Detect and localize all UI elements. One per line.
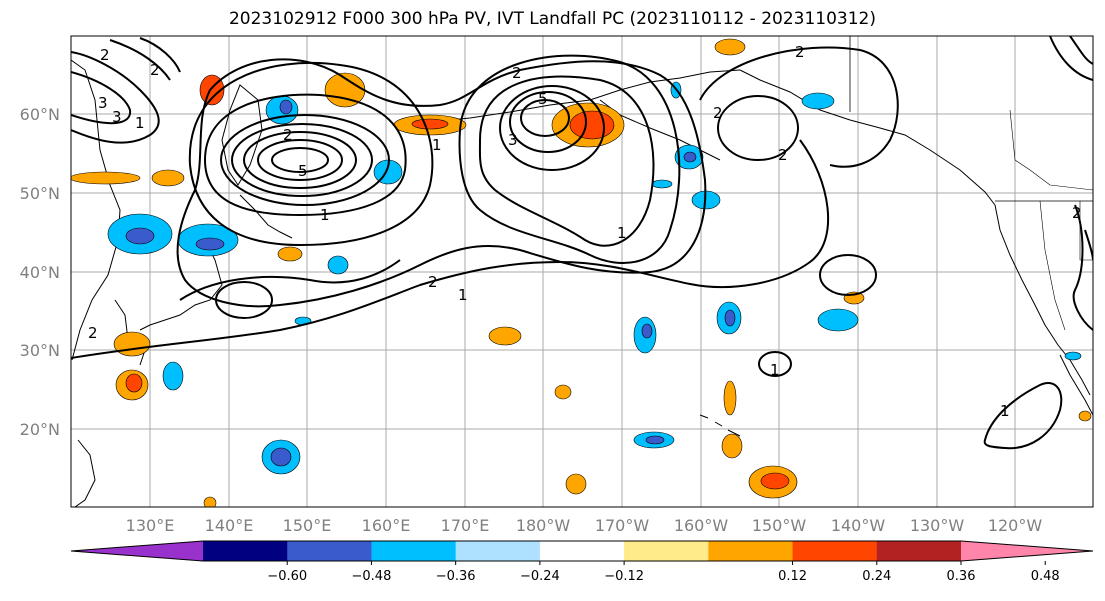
colorbar-bin bbox=[708, 541, 794, 561]
lon-label: 140°E bbox=[205, 516, 254, 535]
colorbar-bin bbox=[371, 541, 457, 561]
lon-label: 140°W bbox=[831, 516, 886, 535]
colorbar-tick-label: −0.12 bbox=[604, 569, 644, 584]
latitude-labels: 60°N 50°N 40°N 30°N 20°N bbox=[20, 105, 60, 439]
lon-label: 120°W bbox=[988, 516, 1043, 535]
contour-label: 1 bbox=[1000, 402, 1010, 420]
contour-label: 2 bbox=[100, 46, 110, 64]
contour-label: 2 bbox=[88, 324, 98, 342]
lon-label: 170°W bbox=[595, 516, 650, 535]
contour-label: 2 bbox=[1072, 204, 1082, 222]
lat-label: 60°N bbox=[20, 105, 60, 124]
colorbar-bin bbox=[539, 541, 625, 561]
contour-label: 1 bbox=[617, 224, 627, 242]
map-title: 2023102912 F000 300 hPa PV, IVT Landfall… bbox=[228, 9, 876, 29]
colorbar-tick-label: 0.36 bbox=[947, 569, 976, 584]
contour-label: 2 bbox=[283, 126, 293, 144]
colorbar-extend-low bbox=[71, 541, 203, 561]
lon-label: 130°W bbox=[910, 516, 965, 535]
contour-label: 1 bbox=[135, 114, 145, 132]
colorbar-extend-high bbox=[961, 541, 1093, 561]
contour-label: 1 bbox=[770, 361, 780, 379]
contour-label: 1 bbox=[458, 286, 468, 304]
contour-labels: 2 2 3 1 3 5 2 1 1 3 5 2 1 2 1 2 2 1 1 2 … bbox=[88, 43, 1082, 420]
contour-label: 5 bbox=[538, 90, 548, 108]
colorbar-tick-label: 0.24 bbox=[862, 569, 891, 584]
colorbar-tick-label: −0.48 bbox=[352, 569, 392, 584]
colorbar-outline bbox=[70, 540, 1094, 562]
colorbar: −0.60 −0.48 −0.36 −0.24 −0.12 0.12 0.24 0.36 0.4… bbox=[70, 540, 1094, 584]
contour-label: 2 bbox=[713, 104, 723, 122]
contour-label: 3 bbox=[98, 94, 108, 112]
longitude-labels: 130°E 140°E 150°E 160°E 170°E 180°W 170°… bbox=[126, 516, 1043, 535]
lon-label: 160°E bbox=[362, 516, 411, 535]
lat-label: 40°N bbox=[20, 263, 60, 282]
colorbar-bin bbox=[203, 541, 288, 561]
pv-contours bbox=[71, 36, 1093, 450]
lon-label: 150°W bbox=[752, 516, 807, 535]
contour-label: 2 bbox=[512, 64, 522, 82]
colorbar-tick-label: 0.12 bbox=[778, 569, 807, 584]
colorbar-bin bbox=[792, 541, 878, 561]
lat-label: 30°N bbox=[20, 341, 60, 360]
contour-label: 1 bbox=[320, 206, 330, 224]
lon-label: 170°E bbox=[441, 516, 490, 535]
colorbar-bin bbox=[455, 541, 541, 561]
lat-label: 20°N bbox=[20, 420, 60, 439]
contour-label: 5 bbox=[298, 162, 308, 180]
contour-label: 1 bbox=[432, 136, 442, 154]
colorbar-tick-label: −0.36 bbox=[436, 569, 476, 584]
contour-label: 3 bbox=[508, 131, 518, 149]
contour-label: 2 bbox=[795, 43, 805, 61]
contour-label: 2 bbox=[778, 146, 788, 164]
lon-label: 180°W bbox=[516, 516, 571, 535]
lon-label: 150°E bbox=[283, 516, 332, 535]
colorbar-tick-label: 0.48 bbox=[1031, 569, 1060, 584]
negative-anomalies bbox=[107, 81, 1082, 475]
colorbar-tick-label: −0.24 bbox=[520, 569, 560, 584]
contour-label: 2 bbox=[150, 61, 160, 79]
plot-frame bbox=[70, 35, 1094, 508]
lon-label: 160°W bbox=[674, 516, 729, 535]
lat-label: 50°N bbox=[20, 184, 60, 203]
contour-label: 3 bbox=[112, 108, 122, 126]
colorbar-tick-label: −0.60 bbox=[267, 569, 307, 584]
colorbar-bin bbox=[287, 541, 372, 561]
colorbar-bin bbox=[624, 541, 709, 561]
contour-label: 2 bbox=[428, 273, 438, 291]
lon-label: 130°E bbox=[126, 516, 175, 535]
colorbar-bin bbox=[876, 541, 962, 561]
